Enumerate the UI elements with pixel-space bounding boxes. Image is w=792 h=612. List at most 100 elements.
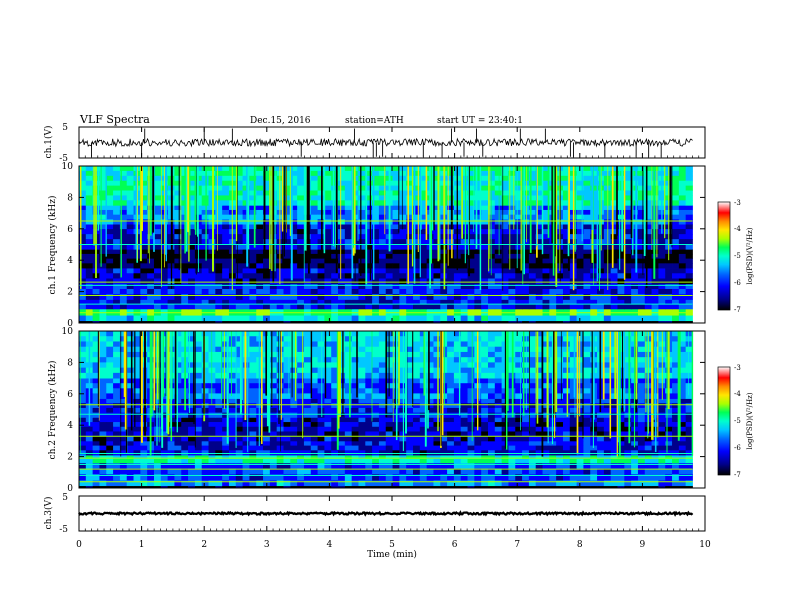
spec1-cell-5-0-85 (658, 268, 665, 274)
spec1-cell-1-0-22 (229, 315, 236, 321)
spec2-cell-4-0-86 (665, 441, 672, 446)
spec2-cell-5-1-76 (597, 422, 604, 427)
spec1-cell-9-3-87 (672, 181, 679, 186)
spec2-cell-7-0-80 (624, 378, 631, 384)
spec2-cell-3-0-74 (583, 455, 590, 459)
spec1-cell-5-1-9 (140, 273, 147, 279)
spec1-cell-8-3-41 (358, 219, 365, 224)
spec1-cell-8-0-89 (686, 205, 693, 210)
spec1-cell-2-0-78 (611, 309, 618, 316)
spec2-cell-5-2-45 (386, 427, 393, 432)
spec2-cell-6-3-71 (563, 413, 570, 418)
spec2-cell-3-1-76 (597, 459, 604, 463)
spec2-cell-3-0-79 (618, 455, 625, 459)
spec2-cell-6-2-54 (447, 408, 454, 413)
spec1-cell-6-3-85 (658, 263, 665, 268)
spec1-cell-1-0-36 (324, 315, 331, 321)
spec1-cell-9-7-61 (495, 200, 502, 205)
spec1-cell-7-4-1 (86, 244, 93, 249)
spec1-cell-4-0-26 (256, 284, 263, 290)
spec1-cell-5-0-52 (433, 268, 440, 274)
spec2-cell-4-0-83 (645, 441, 652, 446)
spec1-cell-9-6-1 (86, 195, 93, 200)
spec1-cell-9-1-87 (672, 171, 679, 176)
spec2-cell-6-2-59 (481, 408, 488, 413)
spec1-cell-4-0-38 (338, 284, 345, 290)
spec1-cell-7-1-83 (645, 229, 652, 234)
spec1-cell-4-1-42 (365, 289, 372, 295)
spec1-cell-4-1-51 (427, 289, 434, 295)
spec1-cell-9-7-34 (311, 200, 318, 205)
spec1-cell-5-0-9 (140, 268, 147, 274)
spec2-cell-3-1-27 (263, 459, 270, 463)
spec1-cell-6-1-59 (481, 254, 488, 259)
spec2-cell-3-1-89 (686, 459, 693, 463)
spec1-cell-6-2-36 (324, 259, 331, 264)
spec1-cell-5-1-41 (358, 273, 365, 279)
spec2-cell-2-0-64 (515, 463, 522, 469)
spec1-cell-9-5-38 (338, 191, 345, 196)
spec2-cell-5-1-35 (318, 422, 325, 427)
spec1-cell-1-0-30 (283, 315, 290, 321)
spec1-cell-2-0-46 (393, 309, 400, 316)
spec2-cell-7-1-41 (358, 383, 365, 389)
spec1-cell-4-0-88 (679, 284, 686, 290)
spec2-cell-5-2-8 (134, 427, 141, 432)
spec2-cell-4-2-14 (174, 450, 181, 455)
spec2-cell-5-0-35 (318, 417, 325, 422)
spec1-cell-6-1-18 (202, 254, 209, 259)
spec1-cell-8-1-83 (645, 210, 652, 215)
spec1-cell-4-1-25 (249, 289, 256, 295)
spec1-cell-4-1-83 (645, 289, 652, 295)
spec2-cell-5-4-30 (283, 436, 290, 441)
spec1-cell-8-3-32 (297, 219, 304, 224)
spec1-cell-4-0-4 (106, 284, 113, 290)
spec1-cell-7-1-79 (618, 229, 625, 234)
spec2-cell-3-1-36 (324, 459, 331, 463)
spec1-cell-9-1-41 (358, 171, 365, 176)
spec1-cell-5-2-68 (543, 279, 550, 285)
spec1-cell-4-0-64 (515, 284, 522, 290)
spec1-cell-9-0-38 (338, 166, 345, 171)
spec2-cell-5-2-17 (195, 427, 202, 432)
spec1-cell-4-1-50 (420, 289, 427, 295)
spec1-cell-5-0-35 (318, 268, 325, 274)
spec1-cell-9-6-39 (345, 195, 352, 200)
spec2-cell-3-0-35 (318, 455, 325, 459)
spec2-cell-6-3-25 (249, 413, 256, 418)
spec1-cell-8-0-7 (127, 205, 134, 210)
spec2-cell-1-0-83 (645, 480, 652, 486)
spec1-cell-9-3-21 (222, 181, 229, 186)
spec1-cell-6-1-1 (86, 254, 93, 259)
spec2-cell-1-0-25 (249, 480, 256, 486)
spec1-cell-7-1-34 (311, 229, 318, 234)
spec2-cell-4-2-32 (297, 450, 304, 455)
spec2-cell-4-2-3 (99, 450, 106, 455)
spec1-cell-6-0-38 (338, 249, 345, 254)
spec1-cell-6-0-50 (420, 249, 427, 254)
spec1-cell-5-1-70 (556, 273, 563, 279)
spec2-cell-4-2-5 (113, 450, 120, 455)
spec2-cell-6-3-43 (372, 413, 379, 418)
spec1-cell-9-3-5 (113, 181, 120, 186)
spec2-cell-4-2-60 (488, 450, 495, 455)
spec2-cell-5-4-27 (263, 436, 270, 441)
spec2-cell-4-2-62 (502, 450, 509, 455)
spec2-cell-6-1-31 (290, 403, 297, 408)
spec2-cell-5-2-3 (99, 427, 106, 432)
spec1-cell-9-0-88 (679, 166, 686, 171)
spec1-cell-7-0-59 (481, 224, 488, 229)
spec2-cell-3-0-66 (529, 455, 536, 459)
spec2-cell-6-3-28 (270, 413, 277, 418)
spec2-cell-2-0-28 (270, 463, 277, 469)
spec1-cell-3-1-51 (427, 304, 434, 309)
ch1-colorbar-tick-m5: -5 (734, 252, 741, 260)
spec1-cell-1-0-24 (243, 315, 250, 321)
spec1-cell-6-0-18 (202, 249, 209, 254)
spec1-cell-9-1-38 (338, 171, 345, 176)
spec1-cell-4-0-2 (93, 284, 100, 290)
spec1-cell-7-3-39 (345, 239, 352, 244)
spec1-cell-9-0-87 (672, 166, 679, 171)
spec2-cell-6-2-42 (365, 408, 372, 413)
spec1-cell-1-0-10 (147, 315, 154, 321)
